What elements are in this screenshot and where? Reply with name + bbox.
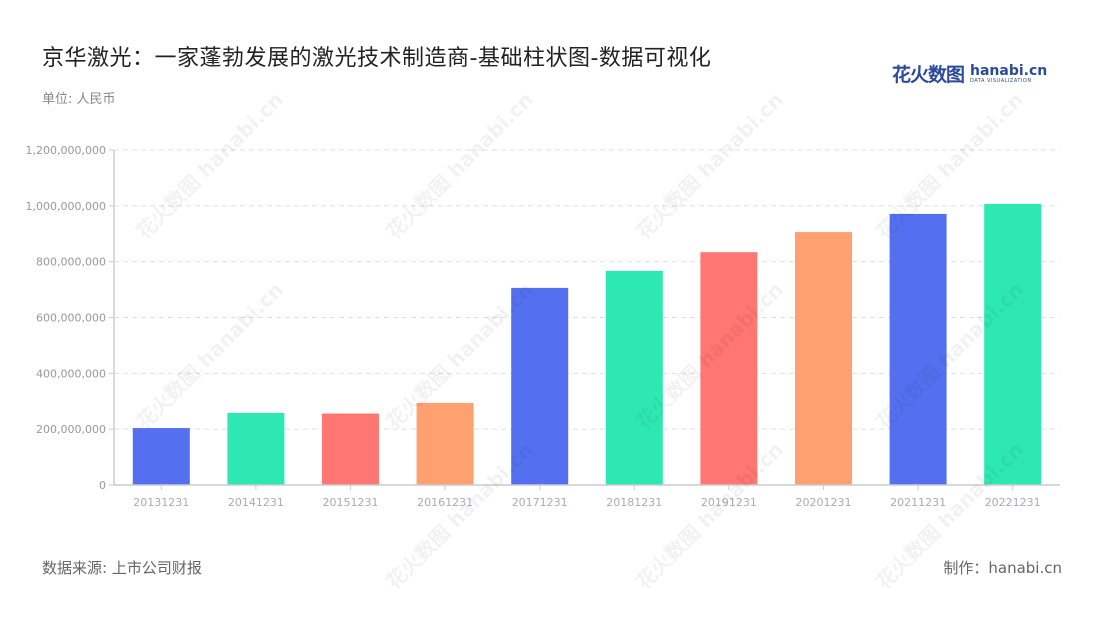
x-tick-label: 20191231 xyxy=(701,496,757,509)
y-tick-label: 600,000,000 xyxy=(36,312,106,325)
bar-20171231[interactable] xyxy=(511,287,569,485)
y-tick-label: 400,000,000 xyxy=(36,367,106,380)
bar-20151231[interactable] xyxy=(322,413,379,485)
logo-en-text: hanabi.cn xyxy=(970,62,1048,79)
data-source: 数据来源: 上市公司财报 xyxy=(42,559,202,577)
hanabi-logo: 花火数图 hanabi.cn DATA VISUALIZATION xyxy=(892,60,1047,87)
y-tick-label: 1,200,000,000 xyxy=(26,144,106,157)
bars xyxy=(132,203,1042,486)
y-axis: 0 200,000,000 400,000,000 600,000,000 800,00… xyxy=(26,144,115,492)
bar-20141231[interactable] xyxy=(227,412,285,485)
bar-20161231[interactable] xyxy=(416,402,474,485)
x-tick-label: 20141231 xyxy=(228,496,284,509)
x-tick-label: 20201231 xyxy=(796,496,852,509)
x-tick-label: 20211231 xyxy=(890,496,946,509)
y-tick-label: 800,000,000 xyxy=(36,256,106,269)
unit-label: 单位: 人民币 xyxy=(42,92,116,107)
logo-cn-text: 花火数图 xyxy=(892,64,965,86)
x-tick-label: 20221231 xyxy=(985,496,1041,509)
logo-en-block: hanabi.cn DATA VISUALIZATION xyxy=(970,64,1047,84)
bar-20201231[interactable] xyxy=(795,232,852,485)
credit: 制作：hanabi.cn xyxy=(943,559,1062,577)
bar-20221231[interactable] xyxy=(984,203,1042,486)
y-tick-label: 1,000,000,000 xyxy=(26,200,106,213)
x-tick-label: 20171231 xyxy=(512,496,568,509)
bar-20211231[interactable] xyxy=(889,213,947,485)
bar-20131231[interactable] xyxy=(132,428,190,485)
x-axis: 20131231 20141231 20151231 20161231 20171231… xyxy=(114,484,1060,509)
bar-20181231[interactable] xyxy=(605,270,663,485)
logo-sub-text: DATA VISUALIZATION xyxy=(970,77,1032,84)
bar-20191231[interactable] xyxy=(700,252,758,485)
x-tick-label: 20161231 xyxy=(417,496,473,509)
x-tick-label: 20131231 xyxy=(133,496,189,509)
y-tick-label: 0 xyxy=(99,479,106,492)
x-tick-label: 20151231 xyxy=(323,496,379,509)
y-tick-label: 200,000,000 xyxy=(36,423,106,436)
x-tick-label: 20181231 xyxy=(606,496,662,509)
chart-title: 京华激光：一家蓬勃发展的激光技术制造商-基础柱状图-数据可视化 xyxy=(42,46,712,71)
